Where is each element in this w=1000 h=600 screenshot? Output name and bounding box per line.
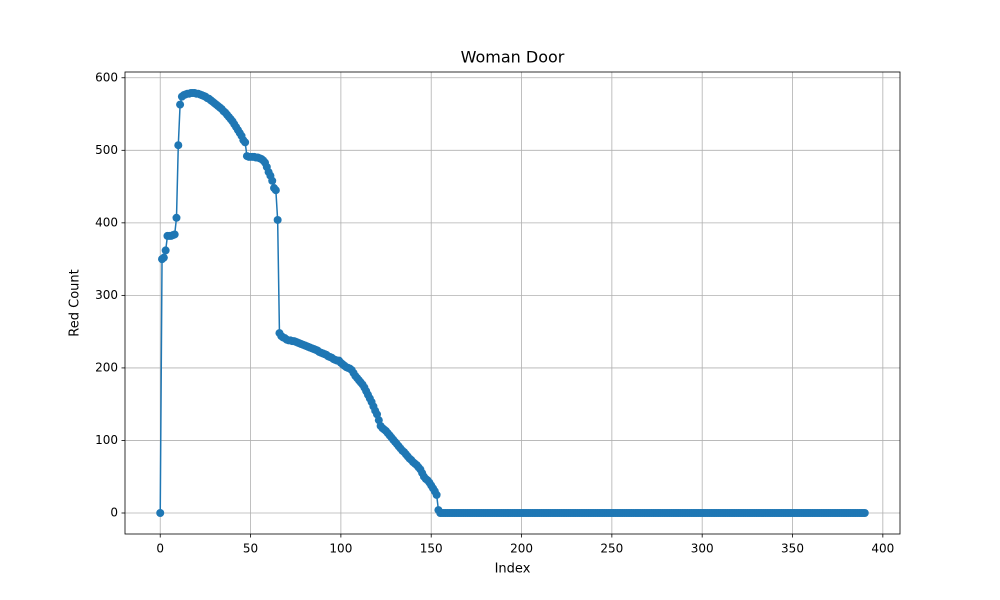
data-point (159, 253, 168, 262)
x-tick-label: 150 (420, 542, 443, 556)
x-axis-label: Index (495, 562, 531, 577)
y-tick-label: 100 (95, 433, 118, 447)
x-tick-label: 100 (329, 542, 352, 556)
x-tick-label: 250 (600, 542, 623, 556)
y-tick-label: 300 (95, 288, 118, 302)
data-point (172, 213, 181, 222)
data-point (268, 176, 277, 185)
x-tick-label: 50 (243, 542, 258, 556)
data-point (170, 230, 179, 239)
data-point (860, 509, 869, 517)
y-tick-label: 0 (110, 506, 118, 520)
data-point (241, 138, 250, 147)
data-point (161, 246, 170, 255)
x-tick-label: 400 (871, 542, 894, 556)
plot-area (156, 89, 869, 517)
data-point (271, 186, 280, 195)
ticks: 0 50 100 150 200 250 300 350 400 0 100 200 300 400 500… (95, 70, 894, 555)
data-point (273, 215, 282, 224)
x-tick-label: 200 (510, 542, 533, 556)
x-tick-label: 0 (156, 542, 164, 556)
y-tick-label: 400 (95, 215, 118, 229)
y-tick-label: 200 (95, 360, 118, 374)
data-point (432, 490, 441, 499)
data-point (156, 509, 165, 517)
y-axis-label: Red Count (68, 269, 83, 336)
y-tick-label: 500 (95, 143, 118, 157)
axes-frame (124, 71, 901, 535)
data-point (174, 141, 183, 150)
data-point (176, 100, 185, 109)
chart-title: Woman Door (461, 48, 565, 67)
y-tick-label: 600 (95, 70, 118, 84)
x-tick-label: 350 (781, 542, 804, 556)
x-tick-label: 300 (691, 542, 714, 556)
